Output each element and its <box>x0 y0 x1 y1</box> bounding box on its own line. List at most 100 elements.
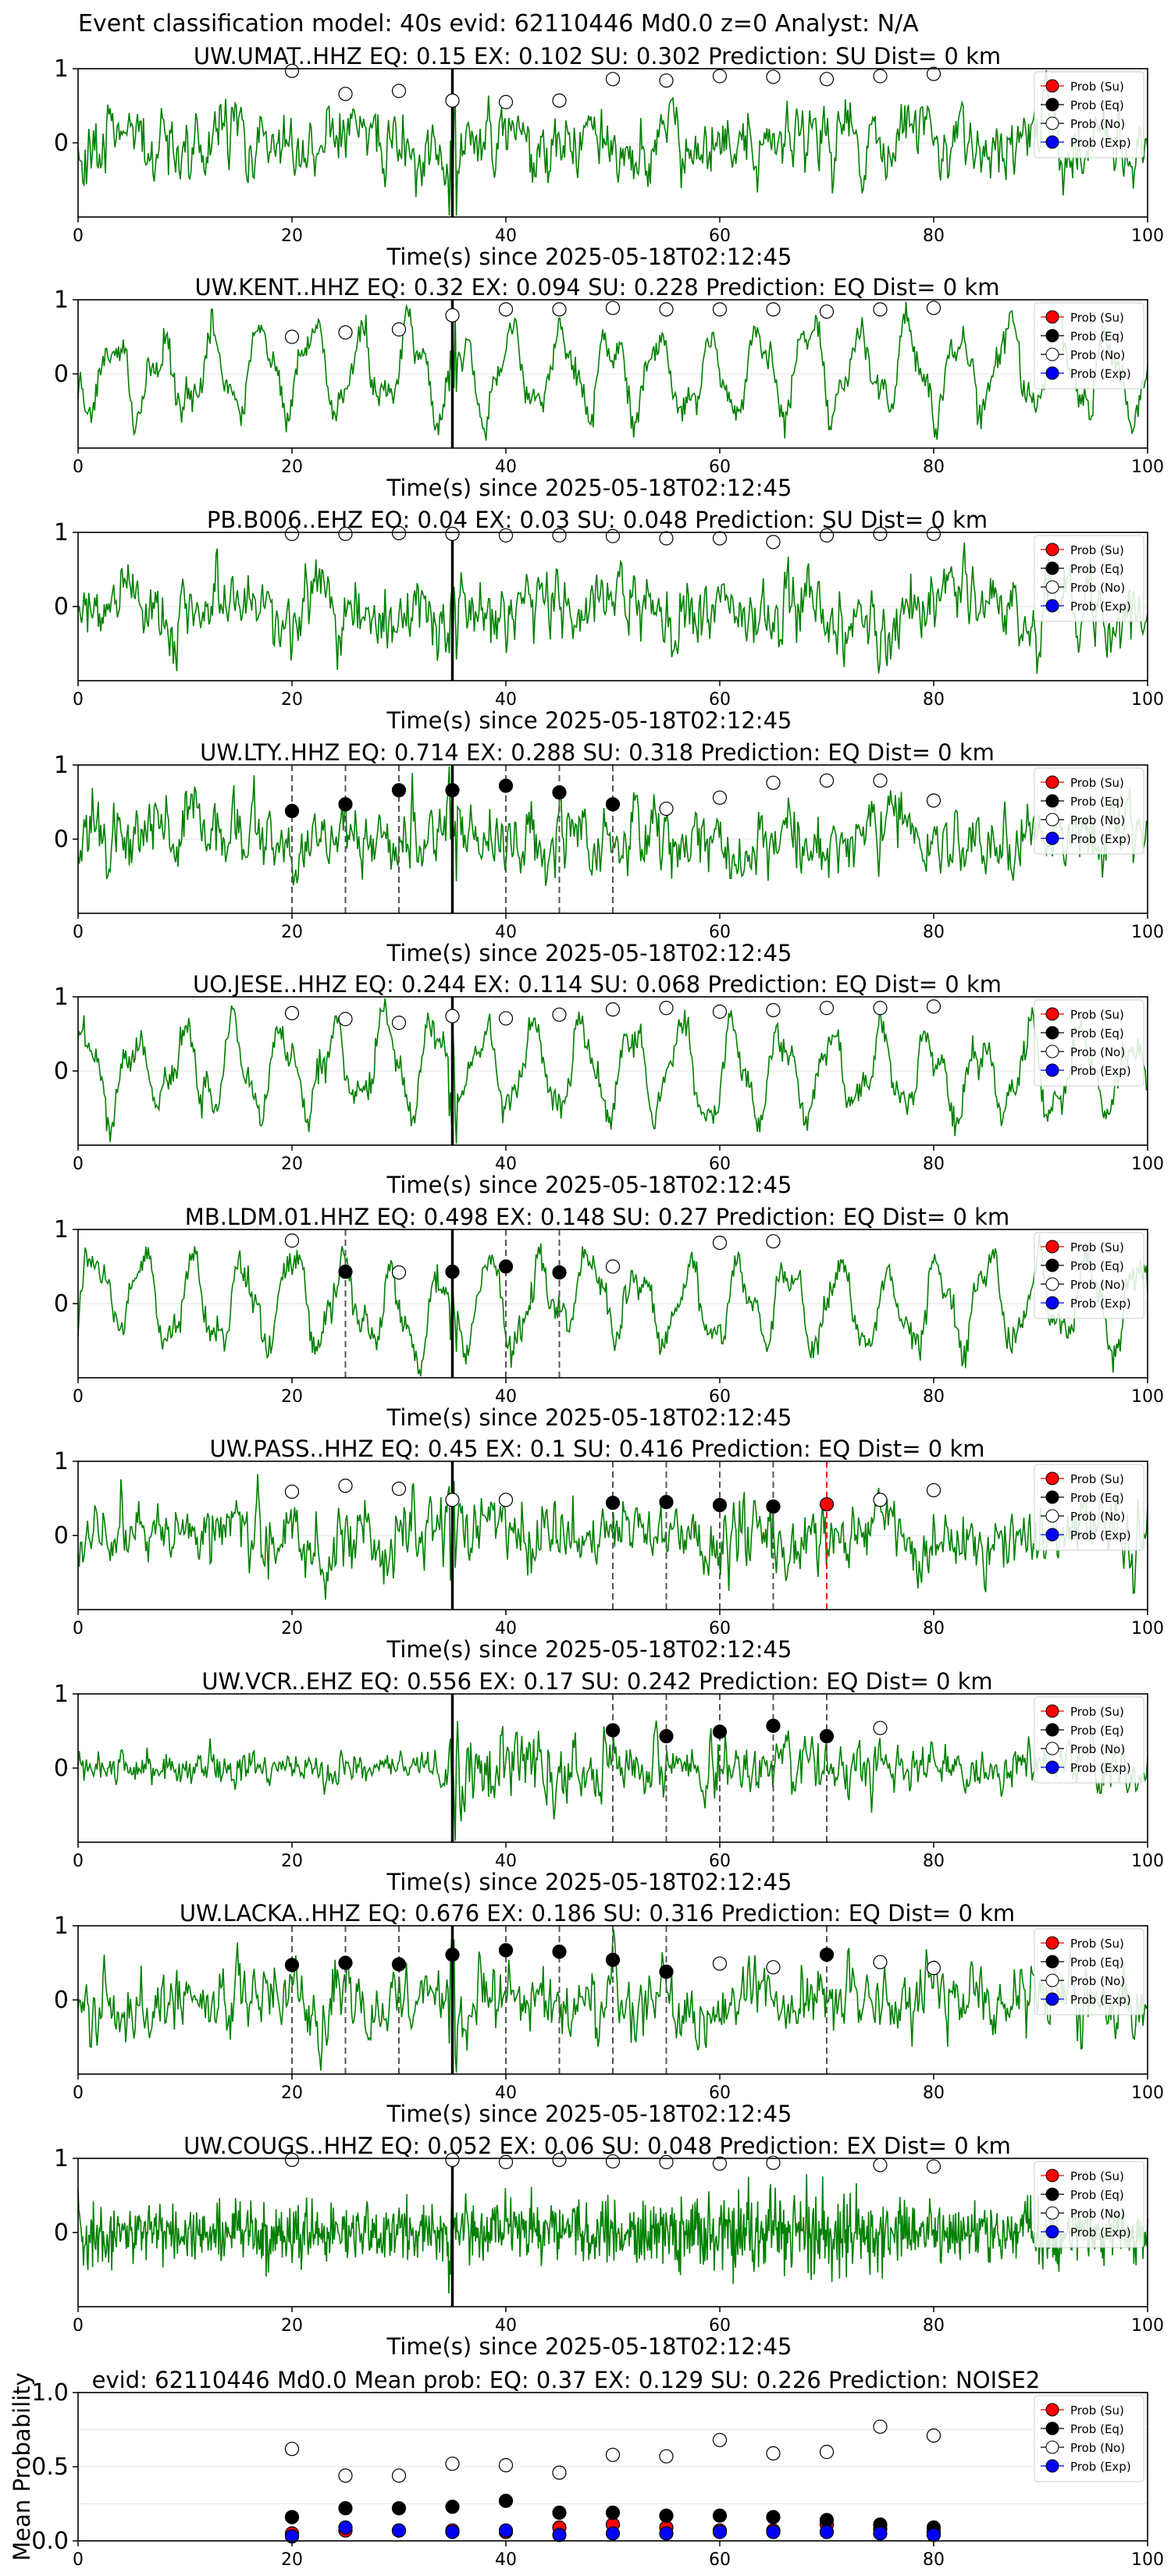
x-tick-label: 40 <box>495 2083 517 2103</box>
y-tick-label: 0.0 <box>31 2528 69 2555</box>
prob-marker <box>712 1497 728 1513</box>
x-tick-label: 20 <box>281 2083 303 2103</box>
legend-label: Prob (Su) <box>1070 776 1124 790</box>
x-axis-label: Time(s) since 2025-05-18T02:12:45 <box>386 475 792 501</box>
prob-marker <box>659 73 674 88</box>
legend-box <box>1034 302 1144 390</box>
mean-prob-marker <box>445 2457 460 2471</box>
legend-box <box>1034 1696 1144 1784</box>
y-tick-label: 0 <box>54 593 69 621</box>
prob-marker <box>605 528 621 543</box>
x-tick-label: 100 <box>1131 690 1164 710</box>
prob-marker <box>498 94 514 109</box>
prob-marker <box>712 2156 728 2171</box>
x-tick-label: 20 <box>281 923 303 942</box>
waveform-trace <box>77 69 1148 216</box>
prob-marker <box>391 783 407 798</box>
legend-label: Prob (Exp) <box>1070 136 1131 150</box>
legend-label: Prob (Eq) <box>1070 562 1124 576</box>
prob-marker <box>819 528 835 543</box>
legend-label: Prob (No) <box>1070 1974 1125 1988</box>
station-panel: UW.LACKA..HHZ EQ: 0.676 EX: 0.186 SU: 0.… <box>54 1900 1164 2127</box>
x-tick-label: 100 <box>1131 2316 1164 2336</box>
mean-prob-marker <box>498 2458 514 2473</box>
legend-label: Prob (Eq) <box>1070 1955 1124 1969</box>
legend-marker <box>1045 794 1059 808</box>
station-panel: UW.PASS..HHZ EQ: 0.45 EX: 0.1 SU: 0.416 … <box>54 1436 1164 1663</box>
prob-marker <box>873 302 888 317</box>
legend-marker <box>1045 2421 1059 2435</box>
prob-marker <box>926 1961 941 1976</box>
prob-marker <box>552 93 567 108</box>
prob-marker <box>498 1943 514 1958</box>
legend: Prob (Su) Prob (Eq) Prob (No) Prob (Exp) <box>1034 302 1144 390</box>
prob-marker <box>605 1952 621 1967</box>
x-tick-label: 80 <box>923 2316 945 2336</box>
y-axis-label: Mean Probability <box>9 2372 35 2561</box>
mean-prob-marker <box>605 2526 621 2541</box>
prob-marker <box>712 1724 728 1739</box>
legend-label: Prob (Eq) <box>1070 329 1124 343</box>
x-tick-label: 0 <box>73 1387 84 1407</box>
x-tick-label: 0 <box>73 2083 84 2103</box>
x-tick-label: 60 <box>709 2083 731 2103</box>
legend: Prob (Su) Prob (Eq) Prob (No) Prob (Exp) <box>1034 535 1144 622</box>
prob-marker <box>445 1265 460 1279</box>
legend-marker <box>1045 1973 1059 1987</box>
prob-marker <box>338 1265 353 1279</box>
prob-marker <box>712 790 728 805</box>
panel-title: UW.LTY..HHZ EQ: 0.714 EX: 0.288 SU: 0.31… <box>200 739 995 766</box>
x-axis-label: Time(s) since 2025-05-18T02:12:45 <box>386 1404 792 1431</box>
x-tick-label: 80 <box>923 457 945 477</box>
station-panel: UW.VCR..EHZ EQ: 0.556 EX: 0.17 SU: 0.242… <box>54 1668 1164 1895</box>
prob-marker <box>926 999 941 1014</box>
legend-label: Prob (Exp) <box>1070 1761 1131 1775</box>
station-panel: PB.B006..EHZ EQ: 0.04 EX: 0.03 SU: 0.048… <box>54 507 1164 734</box>
legend-box <box>1034 2395 1144 2482</box>
y-tick-label: 0 <box>54 1058 69 1085</box>
legend-label: Prob (Eq) <box>1070 2422 1124 2436</box>
mean-prob-marker <box>498 2493 514 2508</box>
mean-prob-marker <box>819 2524 835 2539</box>
prob-marker <box>338 1955 353 1970</box>
legend-marker <box>1045 1936 1059 1950</box>
y-tick-label: 1 <box>54 286 69 314</box>
x-tick-label: 40 <box>495 226 517 246</box>
y-tick-label: 1.0 <box>31 2379 69 2407</box>
legend-box <box>1034 71 1144 158</box>
prob-marker <box>659 1495 674 1510</box>
legend-label: Prob (No) <box>1070 813 1125 827</box>
prob-marker <box>926 301 941 315</box>
legend-label: Prob (Su) <box>1070 543 1124 557</box>
legend-label: Prob (Su) <box>1070 1472 1124 1486</box>
legend-label: Prob (Su) <box>1070 1937 1124 1951</box>
prob-marker <box>552 1265 567 1280</box>
panel-title: UW.LACKA..HHZ EQ: 0.676 EX: 0.186 SU: 0.… <box>180 1900 1015 1927</box>
legend-box <box>1034 1928 1144 2016</box>
legend-label: Prob (Eq) <box>1070 1491 1124 1505</box>
x-tick-label: 100 <box>1131 1387 1164 1407</box>
x-tick-label: 0 <box>73 690 84 710</box>
x-tick-label: 60 <box>709 2550 731 2570</box>
waveform-trace <box>77 301 1148 441</box>
x-tick-label: 100 <box>1131 923 1164 942</box>
legend-marker <box>1045 1955 1059 1969</box>
prob-marker <box>819 1729 835 1744</box>
legend-marker <box>1045 135 1059 149</box>
prob-marker <box>605 2154 621 2169</box>
x-tick-label: 80 <box>923 226 945 246</box>
x-tick-label: 80 <box>923 923 945 942</box>
prob-marker <box>552 302 567 317</box>
figure-title: Event classification model: 40s evid: 62… <box>78 10 919 37</box>
x-tick-label: 60 <box>709 226 731 246</box>
x-tick-label: 0 <box>73 457 84 477</box>
prob-marker <box>284 1484 300 1500</box>
prob-marker <box>445 1493 460 1507</box>
prob-marker <box>659 1001 674 1016</box>
prob-marker <box>926 2159 941 2174</box>
prob-marker <box>338 526 353 542</box>
prob-marker <box>873 69 888 84</box>
x-tick-label: 40 <box>495 1387 517 1407</box>
mean-prob-marker <box>659 2449 674 2464</box>
legend-marker <box>1045 2206 1059 2220</box>
